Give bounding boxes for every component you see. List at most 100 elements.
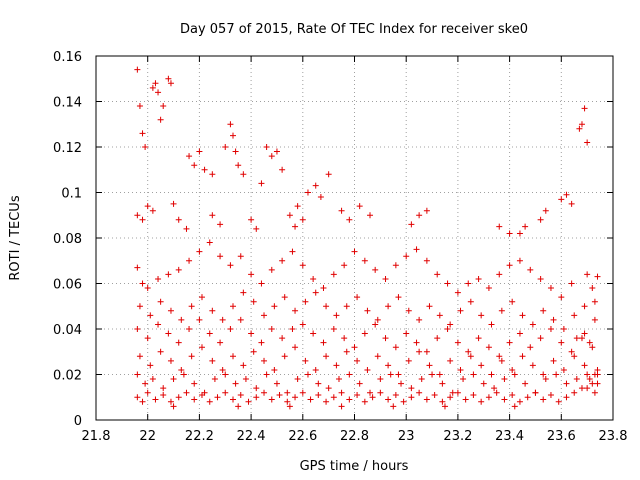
data-point bbox=[540, 371, 547, 378]
data-point bbox=[338, 403, 345, 410]
data-point bbox=[299, 262, 306, 269]
data-point bbox=[584, 271, 591, 278]
data-point bbox=[361, 257, 368, 264]
data-point bbox=[304, 189, 311, 196]
data-point bbox=[286, 403, 293, 410]
data-point bbox=[323, 398, 330, 405]
data-point bbox=[356, 380, 363, 387]
data-point bbox=[509, 298, 516, 305]
data-point bbox=[478, 362, 485, 369]
x-tick-label: 23 bbox=[398, 429, 415, 444]
data-point bbox=[444, 326, 451, 332]
data-point bbox=[558, 339, 565, 346]
data-point bbox=[571, 312, 578, 319]
data-point bbox=[563, 380, 570, 387]
data-point bbox=[354, 357, 361, 364]
data-point bbox=[299, 216, 306, 223]
data-point bbox=[403, 330, 410, 337]
data-point bbox=[465, 280, 472, 287]
data-point bbox=[519, 353, 526, 360]
data-point bbox=[279, 166, 286, 173]
data-point bbox=[408, 385, 415, 392]
data-point bbox=[165, 75, 172, 82]
data-point bbox=[385, 396, 392, 403]
data-point bbox=[253, 225, 260, 232]
data-point bbox=[144, 285, 151, 292]
data-point bbox=[594, 366, 601, 373]
data-points bbox=[134, 66, 601, 410]
x-tick-label: 22.6 bbox=[288, 429, 317, 444]
data-point bbox=[222, 144, 229, 150]
data-point bbox=[167, 307, 174, 314]
data-point bbox=[367, 212, 374, 219]
data-point bbox=[395, 294, 402, 301]
y-tick-label: 0.04 bbox=[53, 323, 82, 338]
data-point bbox=[183, 389, 190, 396]
data-point bbox=[475, 335, 482, 342]
data-point bbox=[268, 266, 275, 273]
data-point bbox=[312, 182, 319, 189]
data-point bbox=[315, 380, 322, 387]
data-point bbox=[312, 366, 319, 373]
data-point bbox=[372, 321, 379, 328]
data-point bbox=[429, 371, 436, 378]
data-point bbox=[294, 203, 301, 210]
data-point bbox=[581, 105, 588, 112]
data-point bbox=[467, 353, 474, 360]
data-point bbox=[416, 389, 423, 396]
data-point bbox=[222, 389, 229, 396]
data-point bbox=[434, 271, 441, 278]
x-tick-label: 22.2 bbox=[185, 429, 214, 444]
data-point bbox=[392, 391, 399, 398]
data-point bbox=[584, 371, 591, 378]
data-point bbox=[263, 144, 270, 150]
data-point bbox=[447, 321, 454, 328]
data-point bbox=[175, 266, 182, 273]
data-point bbox=[390, 403, 397, 410]
data-point bbox=[261, 357, 268, 364]
data-point bbox=[416, 316, 423, 323]
data-point bbox=[227, 326, 234, 332]
data-point bbox=[134, 66, 141, 73]
data-point bbox=[568, 348, 575, 355]
data-point bbox=[405, 307, 412, 314]
data-point bbox=[509, 366, 516, 373]
data-point bbox=[408, 221, 415, 228]
data-point bbox=[423, 396, 430, 403]
data-point bbox=[175, 339, 182, 346]
data-point bbox=[529, 362, 536, 369]
data-point bbox=[491, 385, 498, 392]
data-point bbox=[436, 312, 443, 319]
data-point bbox=[591, 316, 598, 323]
data-point bbox=[191, 396, 198, 403]
data-point bbox=[219, 316, 226, 323]
data-point bbox=[589, 344, 596, 351]
x-tick-label: 22 bbox=[139, 429, 156, 444]
data-point bbox=[302, 357, 309, 364]
data-point bbox=[186, 326, 193, 332]
x-tick-label: 23.6 bbox=[547, 429, 576, 444]
data-point bbox=[413, 339, 420, 346]
data-point bbox=[532, 389, 539, 396]
data-point bbox=[160, 385, 167, 392]
data-point bbox=[426, 303, 433, 310]
data-point bbox=[196, 248, 203, 255]
data-point bbox=[230, 396, 237, 403]
data-point bbox=[152, 80, 159, 87]
data-point bbox=[403, 253, 410, 260]
data-point bbox=[478, 398, 485, 405]
data-point bbox=[227, 121, 234, 128]
data-point bbox=[230, 132, 237, 139]
data-point bbox=[292, 307, 299, 314]
x-tick-label: 23.4 bbox=[495, 429, 524, 444]
data-point bbox=[398, 380, 405, 387]
data-point bbox=[447, 357, 454, 364]
data-point bbox=[284, 398, 291, 405]
data-point bbox=[289, 326, 296, 332]
data-point bbox=[273, 148, 280, 155]
data-point bbox=[560, 326, 567, 332]
data-point bbox=[323, 303, 330, 310]
data-point bbox=[343, 303, 350, 310]
data-point bbox=[524, 394, 531, 401]
data-point bbox=[516, 257, 523, 264]
